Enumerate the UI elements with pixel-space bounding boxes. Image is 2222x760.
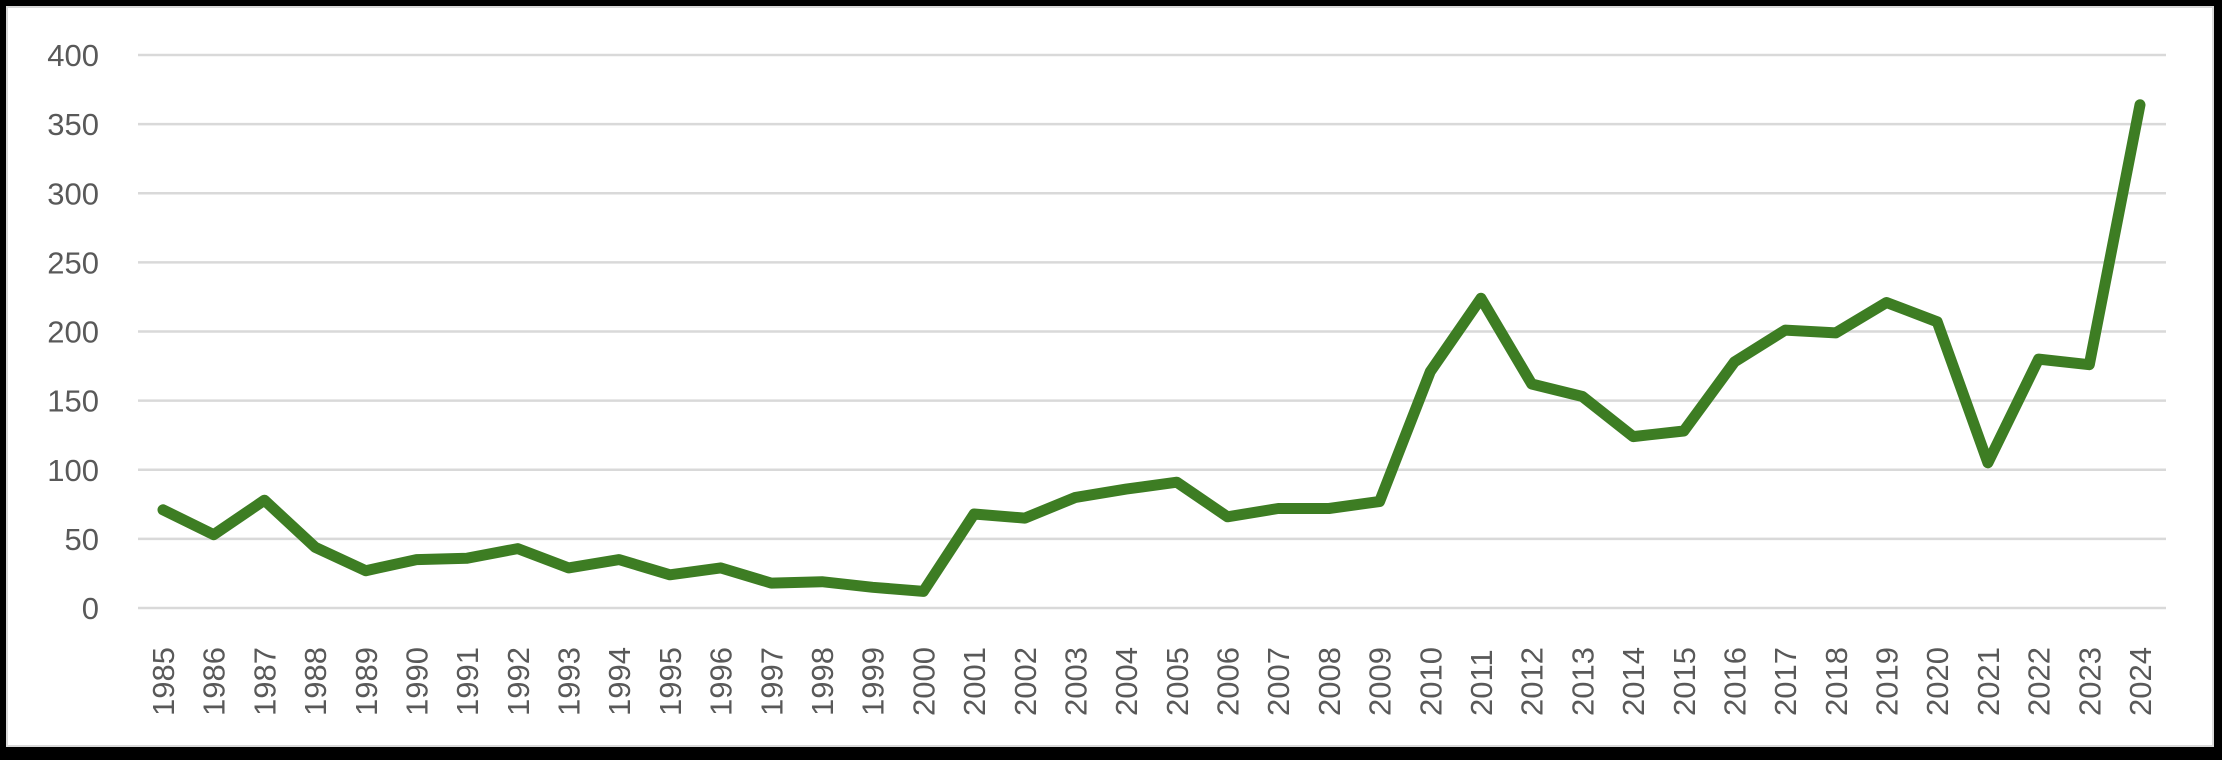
chart-area — [6, 6, 2214, 747]
x-tick-label: 2017 — [1768, 647, 1803, 716]
x-tick-label: 2003 — [1058, 647, 1093, 716]
y-tick-label: 150 — [47, 384, 99, 419]
x-tick-label: 2007 — [1261, 647, 1296, 716]
x-tick-label: 2023 — [2072, 647, 2107, 716]
x-tick-label: 2011 — [1464, 649, 1499, 716]
x-tick-label: 1992 — [501, 647, 536, 716]
x-tick-label: 1999 — [856, 647, 891, 716]
x-tick-label: 1986 — [197, 647, 232, 716]
x-tick-label: 1997 — [754, 647, 789, 716]
x-tick-label: 2019 — [1870, 647, 1905, 716]
x-tick-label: 2000 — [906, 647, 941, 716]
y-tick-label: 250 — [47, 245, 99, 280]
x-tick-label: 2005 — [1160, 647, 1195, 716]
x-tick-label: 1989 — [349, 647, 384, 716]
y-tick-label: 350 — [47, 107, 99, 142]
x-tick-label: 2014 — [1616, 647, 1651, 716]
x-tick-label: 1993 — [552, 647, 587, 716]
x-tick-label: 2018 — [1819, 647, 1854, 716]
chart-frame — [3, 3, 2220, 752]
x-tick-label: 1994 — [602, 647, 637, 716]
x-tick-label: 2022 — [2022, 647, 2057, 716]
x-tick-label: 2024 — [2123, 647, 2158, 716]
x-tick-label: 2006 — [1211, 647, 1246, 716]
series-line — [157, 99, 2146, 597]
x-tick-label: 1998 — [805, 647, 840, 716]
x-tick-label: 2010 — [1413, 647, 1448, 716]
y-tick-label: 100 — [47, 453, 99, 488]
x-tick-label: 1995 — [653, 647, 688, 716]
x-tick-label: 1988 — [298, 647, 333, 716]
y-tick-label: 50 — [65, 522, 99, 557]
x-tick-label: 2008 — [1312, 647, 1347, 716]
x-tick-label: 1990 — [399, 647, 434, 716]
x-tick-label: 1987 — [247, 647, 282, 716]
x-tick-label: 1996 — [704, 647, 739, 716]
y-tick-label: 400 — [47, 38, 99, 73]
y-axis-tick-labels: 0 50 100 150 200 250 300 350 400 — [47, 38, 99, 626]
x-tick-label: 2021 — [1971, 647, 2006, 716]
x-tick-label: 1985 — [146, 647, 181, 716]
x-tick-label: 2020 — [1920, 647, 1955, 716]
x-tick-label: 2016 — [1717, 647, 1752, 716]
x-axis-tick-labels: 1985 1986 1987 1988 1989 1990 1991 1992 1993 1994… — [146, 647, 2158, 716]
gridlines — [138, 53, 2166, 610]
x-tick-label: 2001 — [957, 647, 992, 716]
data-series — [157, 99, 2146, 597]
y-tick-label: 300 — [47, 176, 99, 211]
y-tick-label: 200 — [47, 315, 99, 350]
x-tick-label: 2013 — [1565, 647, 1600, 716]
x-tick-label: 2002 — [1008, 647, 1043, 716]
x-tick-label: 2012 — [1515, 647, 1550, 716]
x-tick-label: 2015 — [1667, 647, 1702, 716]
x-tick-label: 2009 — [1363, 647, 1398, 716]
x-tick-label: 2004 — [1109, 647, 1144, 716]
y-tick-label: 0 — [82, 591, 99, 626]
x-tick-label: 1991 — [450, 647, 485, 716]
